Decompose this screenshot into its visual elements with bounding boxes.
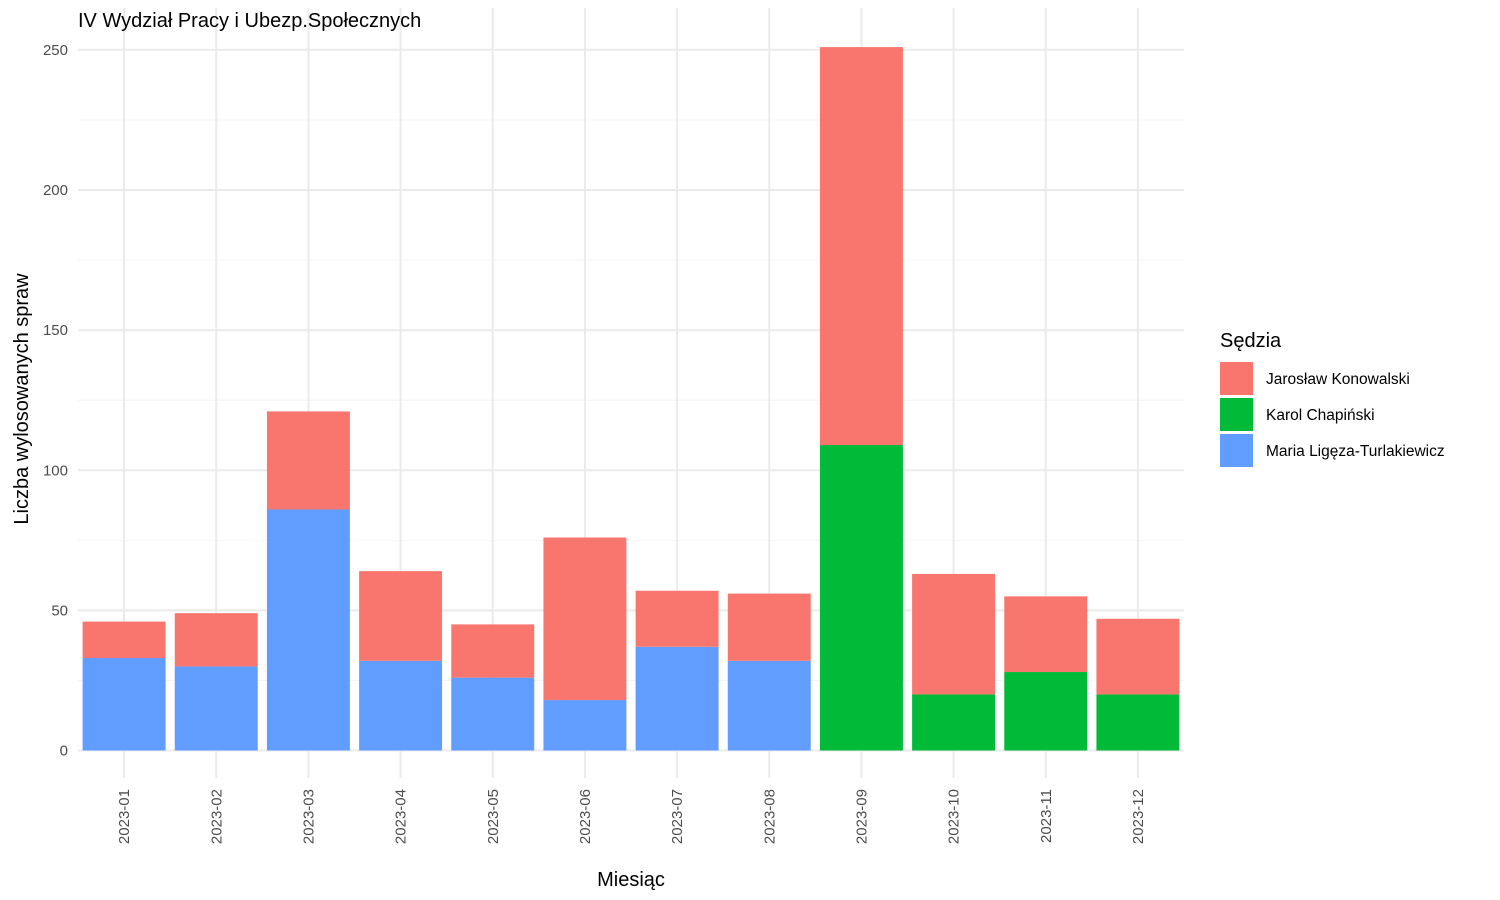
bar-segment [819, 445, 903, 751]
x-tick-label: 2023-11 [1038, 789, 1055, 843]
y-axis-title: Liczba wylosowanych spraw [11, 273, 33, 525]
x-tick-label: 2023-01 [116, 789, 133, 844]
bar-segment [266, 509, 350, 751]
y-axis-ticks: 0 50 100 150 200 250 [43, 42, 68, 760]
y-tick-label: 200 [43, 182, 68, 199]
bar-segment [451, 677, 535, 751]
legend-swatch [1220, 434, 1253, 467]
legend-label: Jarosław Konowalski [1266, 371, 1410, 388]
bar-segment [82, 658, 166, 751]
legend-swatch [1220, 362, 1253, 395]
x-tick-label: 2023-07 [669, 789, 686, 844]
x-axis-title: Miesiąc [597, 869, 665, 891]
x-tick-label: 2023-06 [577, 789, 594, 844]
x-tick-label: 2023-03 [300, 789, 317, 844]
bar-segment [635, 646, 719, 751]
legend-title: Sędzia [1220, 330, 1282, 352]
y-tick-label: 100 [43, 462, 68, 479]
bar-segment [912, 573, 996, 695]
legend-label: Karol Chapiński [1266, 407, 1375, 424]
x-axis-ticks: 2023-01 2023-02 2023-03 2023-04 2023-05 2023-… [116, 789, 1147, 844]
bar-segment [635, 590, 719, 647]
y-tick-label: 0 [60, 743, 68, 760]
bar-segment [819, 47, 903, 446]
x-tick-label: 2023-04 [393, 789, 410, 844]
x-tick-label: 2023-08 [761, 789, 778, 844]
bar-segment [1004, 672, 1088, 751]
bar-segment [451, 624, 535, 678]
x-tick-label: 2023-05 [485, 789, 502, 844]
bar-segment [174, 613, 258, 667]
bar-segment [727, 660, 811, 751]
bar-segment [1096, 694, 1180, 751]
bar-segment [543, 700, 627, 751]
legend: Sędzia Jarosław Konowalski Karol Chapińsk… [1220, 330, 1445, 467]
y-tick-label: 150 [43, 322, 68, 339]
y-tick-label: 250 [43, 42, 68, 59]
x-tick-label: 2023-10 [946, 789, 963, 844]
bars-layer [82, 47, 1180, 751]
chart-title: IV Wydział Pracy i Ubezp.Społecznych [78, 10, 421, 32]
bar-segment [912, 694, 996, 751]
bar-segment [174, 666, 258, 751]
bar-segment [359, 660, 443, 751]
bar-segment [1004, 596, 1088, 673]
bar-segment [543, 537, 627, 701]
legend-label: Maria Ligęza-Turlakiewicz [1266, 443, 1445, 460]
x-tick-label: 2023-09 [853, 789, 870, 844]
bar-segment [727, 593, 811, 661]
x-tick-label: 2023-12 [1130, 789, 1147, 844]
legend-items: Jarosław Konowalski Karol Chapiński Maria … [1220, 362, 1445, 467]
legend-swatch [1220, 398, 1253, 431]
y-tick-label: 50 [51, 602, 68, 619]
x-tick-label: 2023-02 [208, 789, 225, 844]
bar-segment [359, 571, 443, 661]
bar-segment [1096, 618, 1180, 695]
bar-segment [266, 411, 350, 510]
bar-segment [82, 621, 166, 659]
